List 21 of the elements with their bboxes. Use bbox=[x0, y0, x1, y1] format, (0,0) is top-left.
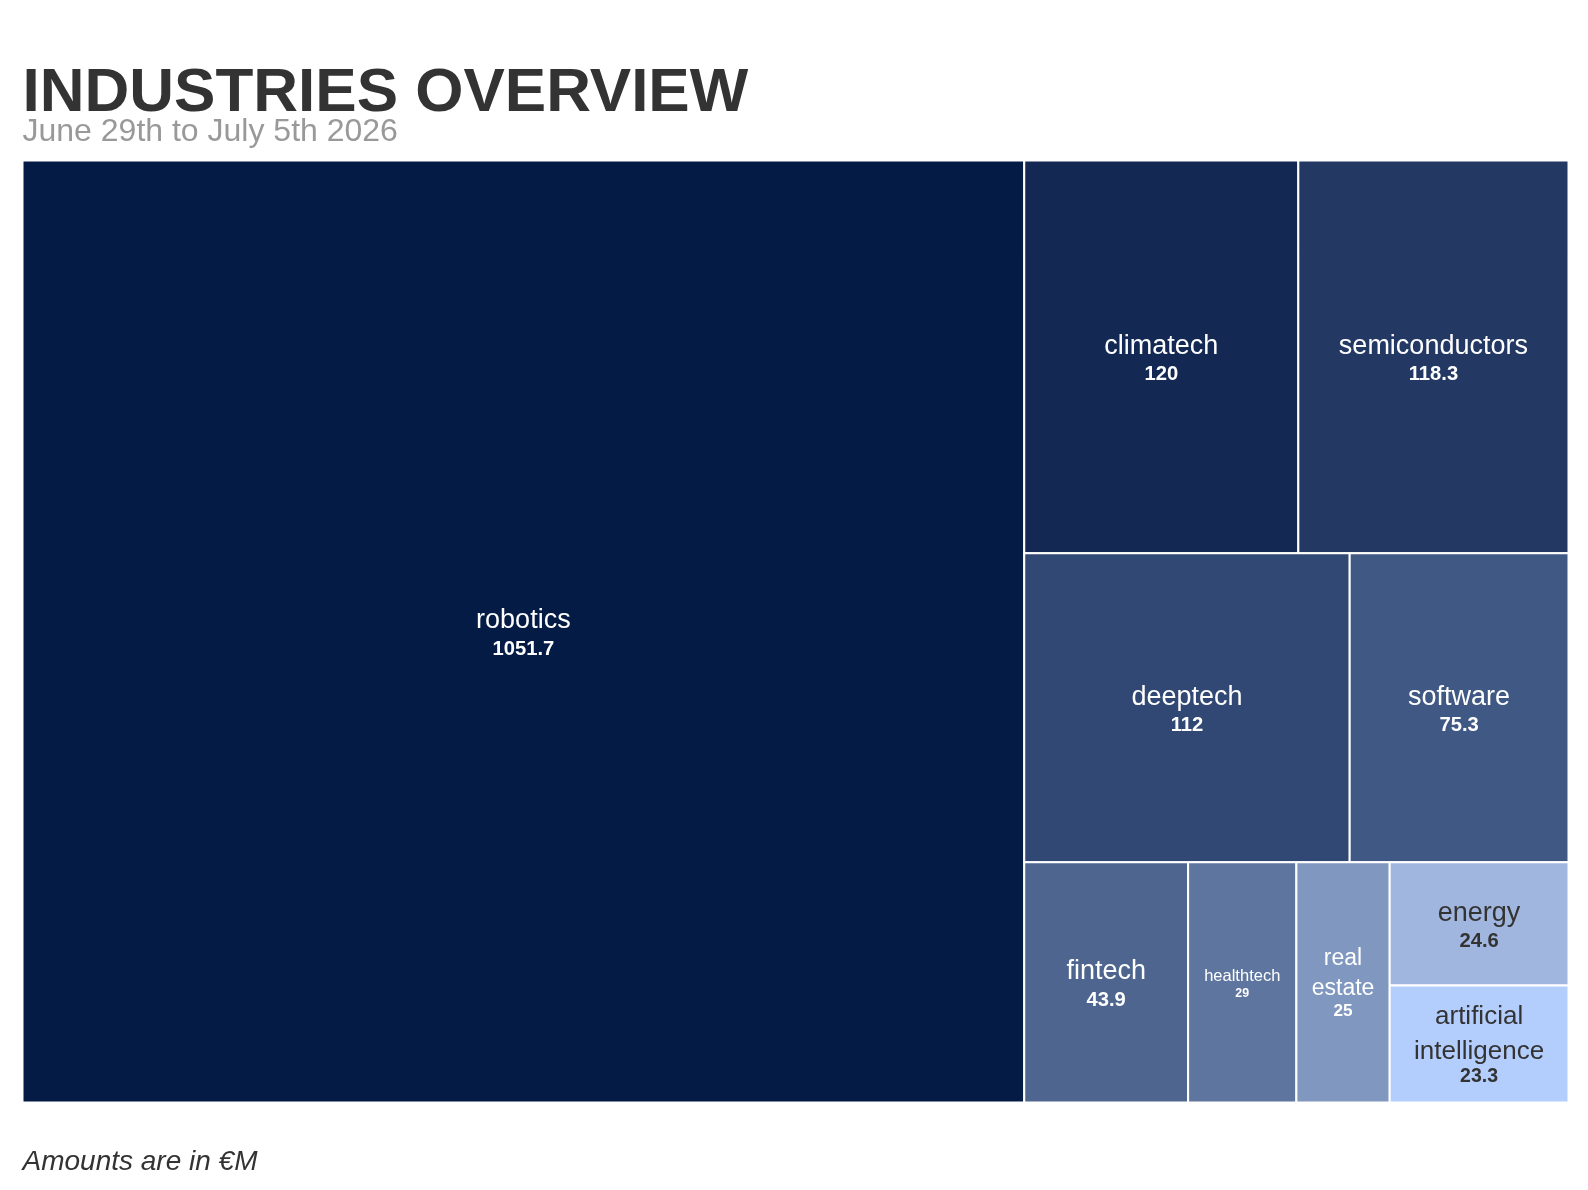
category-label: climatech bbox=[1104, 329, 1219, 360]
data-label: 1051.7 bbox=[492, 636, 555, 659]
data-label: 23.3 bbox=[1460, 1064, 1499, 1087]
data-label: 112 bbox=[1170, 712, 1204, 735]
category-label: semiconductors bbox=[1338, 329, 1528, 360]
category-label: robotics bbox=[476, 604, 571, 635]
data-label: 25 bbox=[1333, 999, 1354, 1020]
data-label: 75.3 bbox=[1439, 712, 1479, 735]
category-label: real estate bbox=[1311, 944, 1375, 1000]
text: Amounts are in €M bbox=[20, 1145, 259, 1176]
data-label: 43.9 bbox=[1086, 987, 1126, 1010]
data-label: 118.3 bbox=[1408, 362, 1459, 385]
category-label: healthtech bbox=[1204, 965, 1281, 984]
category-label: software bbox=[1408, 680, 1511, 711]
data-label: 120 bbox=[1144, 362, 1179, 385]
category-label: energy bbox=[1437, 896, 1521, 927]
data-label: 29 bbox=[1235, 985, 1250, 1000]
data-label: 24.6 bbox=[1459, 929, 1499, 952]
category-label: artificial intelligence bbox=[1414, 1000, 1545, 1065]
category-label: fintech bbox=[1066, 955, 1146, 986]
category-label: deeptech bbox=[1131, 680, 1243, 711]
